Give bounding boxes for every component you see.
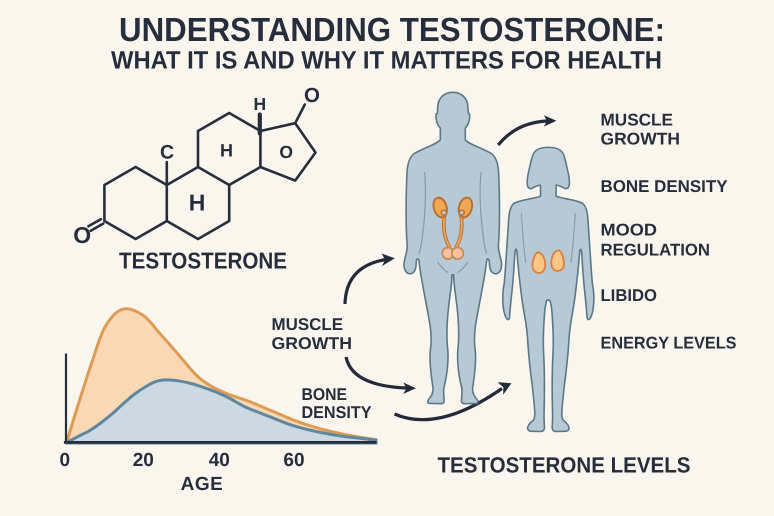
svg-text:H: H bbox=[220, 140, 233, 160]
svg-text:C: C bbox=[160, 142, 174, 164]
svg-text:O: O bbox=[304, 84, 320, 107]
svg-text:MUSCLE: MUSCLE bbox=[601, 111, 674, 130]
svg-text:AGE: AGE bbox=[181, 474, 224, 495]
svg-text:20: 20 bbox=[133, 450, 154, 471]
svg-text:O: O bbox=[73, 222, 91, 248]
svg-text:DENSITY: DENSITY bbox=[302, 403, 373, 422]
svg-text:WHAT IT IS AND WHY IT MATTERS: WHAT IT IS AND WHY IT MATTERS FOR HEALTH bbox=[111, 47, 662, 75]
svg-text:BONE: BONE bbox=[302, 385, 348, 404]
svg-text:H: H bbox=[253, 94, 266, 114]
svg-text:REGULATION: REGULATION bbox=[601, 240, 711, 259]
svg-text:MUSCLE: MUSCLE bbox=[272, 315, 344, 334]
svg-text:GROWTH: GROWTH bbox=[272, 334, 353, 353]
svg-text:H: H bbox=[189, 190, 206, 216]
svg-text:TESTOSTERONE LEVELS: TESTOSTERONE LEVELS bbox=[438, 453, 691, 478]
svg-text:40: 40 bbox=[209, 450, 230, 471]
svg-text:GROWTH: GROWTH bbox=[601, 130, 681, 149]
svg-text:TESTOSTERONE: TESTOSTERONE bbox=[119, 248, 287, 274]
svg-text:BONE DENSITY: BONE DENSITY bbox=[601, 177, 729, 196]
svg-text:O: O bbox=[279, 142, 293, 162]
svg-text:MOOD: MOOD bbox=[601, 221, 658, 240]
svg-text:ENERGY LEVELS: ENERGY LEVELS bbox=[601, 333, 737, 352]
svg-text:LIBIDO: LIBIDO bbox=[601, 286, 658, 305]
svg-text:60: 60 bbox=[283, 450, 304, 471]
svg-text:UNDERSTANDING TESTOSTERONE:: UNDERSTANDING TESTOSTERONE: bbox=[119, 12, 665, 49]
svg-text:0: 0 bbox=[60, 450, 71, 471]
